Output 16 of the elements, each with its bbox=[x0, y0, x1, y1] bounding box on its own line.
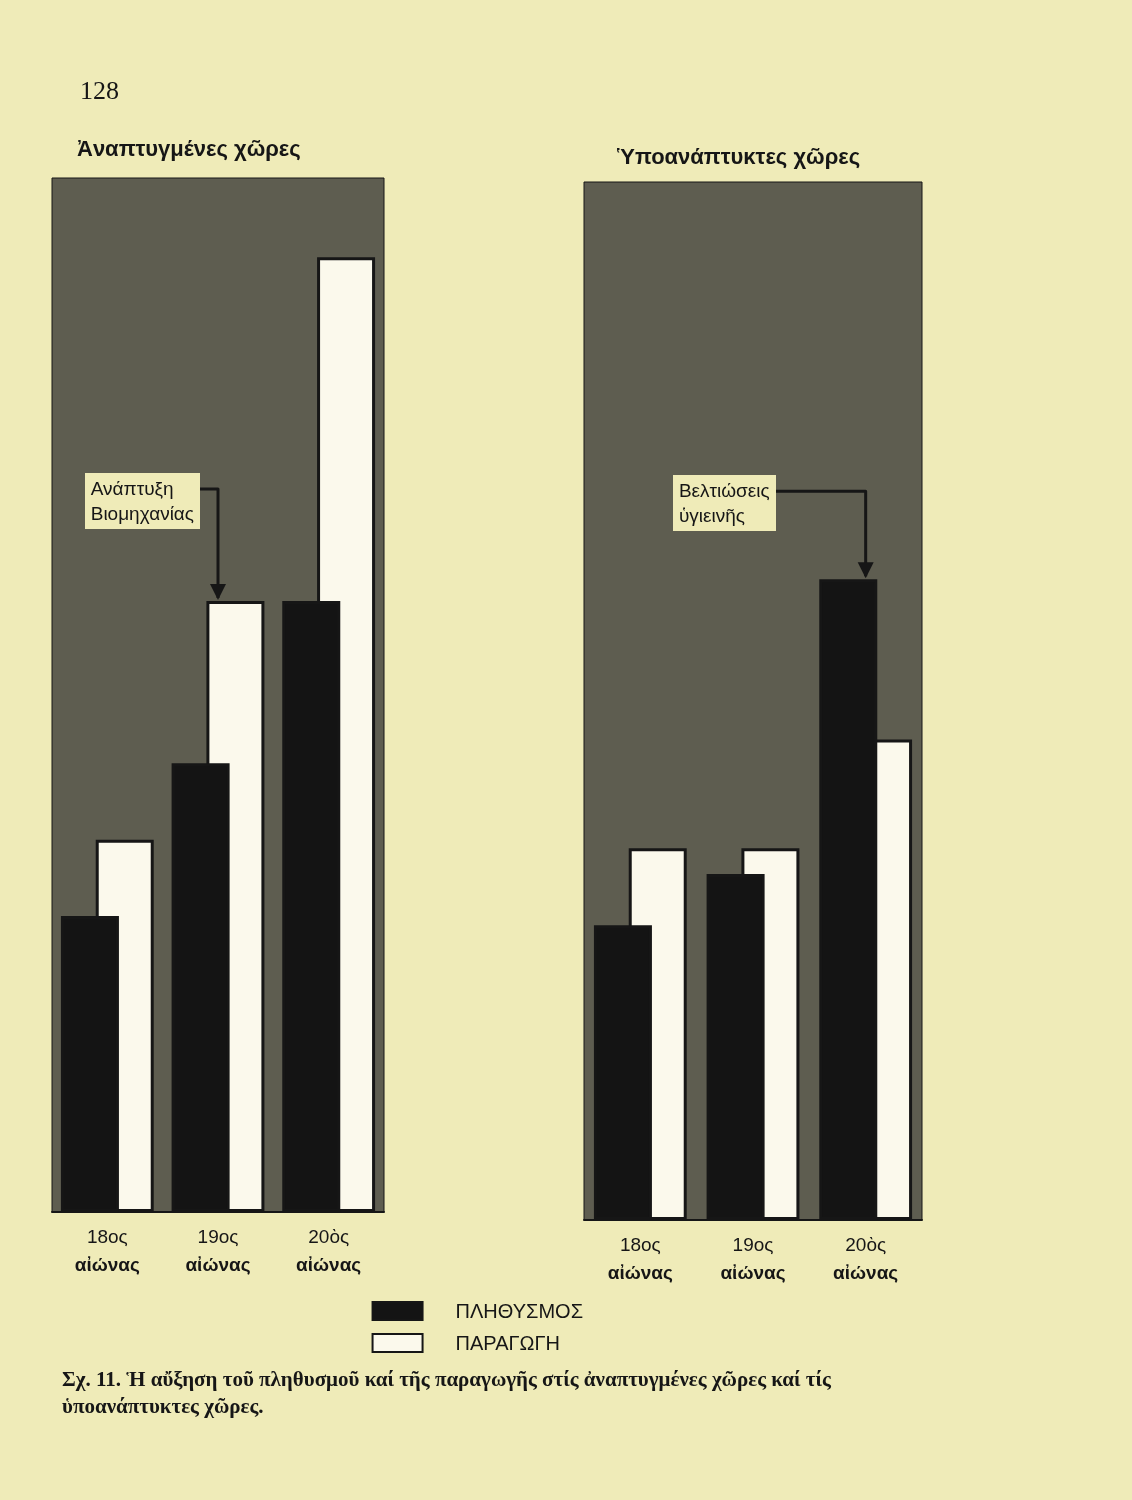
legend-label: ΠΛΗΘΥΣΜΟΣ bbox=[455, 1300, 584, 1322]
legend-label: ΠΑΡΑΓΩΓΗ bbox=[455, 1332, 560, 1354]
x-tick-label: 18ος αἰώνας bbox=[607, 1233, 674, 1283]
note-box: Βελτιώσεις ὑγιεινῆς bbox=[672, 475, 776, 532]
x-tick-label: 18ος αἰώνας bbox=[74, 1225, 141, 1275]
note-box: Ανάπτυξη Βιομηχανίας bbox=[84, 472, 200, 529]
x-tick-label: 20ὸς αἰώνας bbox=[296, 1225, 362, 1275]
x-tick-label: 19ος αἰώνας bbox=[720, 1233, 786, 1283]
text: 128 bbox=[80, 75, 120, 107]
annotation: Ανάπτυξη Βιομηχανίας bbox=[90, 477, 194, 524]
x-tick-label: 19ος αἰώνας bbox=[185, 1225, 251, 1275]
x-tick-label: 20ὸς αἰώνας bbox=[833, 1233, 899, 1283]
annotation: Βελτιώσεις ὑγιεινῆς bbox=[678, 480, 770, 527]
chart-title: Ἀναπτυγμένες χῶρες bbox=[77, 135, 301, 161]
chart-title: Ὑποανάπτυκτες χῶρες bbox=[617, 143, 861, 169]
text: Σχ. 11. Ἡ αὔξηση τοῦ πληθυσμοῦ καί τῆς παραγωγῆς στίς ἀναπτυγμένες χῶρες καί τίς ὑποανάπτυκτες χῶρες. bbox=[62, 1366, 832, 1421]
